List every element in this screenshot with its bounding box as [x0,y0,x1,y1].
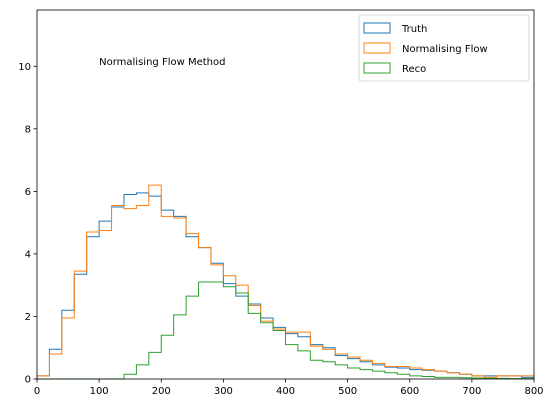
x-tick-label: 0 [34,386,40,397]
x-tick-label: 800 [524,386,543,397]
legend-box [358,14,530,82]
legend: Truth Normalising Flow Reco [358,14,530,82]
x-tick-label: 500 [338,386,357,397]
y-tick-label: 8 [25,124,31,135]
series-reco-step [37,281,535,380]
y-axis: 0 2 4 6 8 10 [18,62,37,386]
x-axis: 0 100 200 300 400 500 600 700 800 [34,379,544,397]
y-tick-label: 0 [25,375,31,386]
legend-label-truth: Truth [401,24,427,35]
y-tick-label: 6 [25,187,31,198]
chart-annotation: Normalising Flow Method [99,57,225,68]
y-tick-label: 2 [25,312,31,323]
legend-swatch-normalising-flow [363,42,391,54]
x-tick-label: 300 [214,386,233,397]
plot-series [36,184,535,380]
legend-label-normalising-flow: Normalising Flow [402,44,488,55]
y-tick-label: 10 [18,62,31,73]
x-tick-label: 400 [276,386,295,397]
x-tick-label: 600 [400,386,419,397]
y-tick-label: 4 [25,249,31,260]
x-tick-label: 100 [90,386,109,397]
legend-label-reco: Reco [402,64,426,75]
x-tick-label: 200 [152,386,171,397]
x-tick-label: 700 [462,386,481,397]
legend-swatch-truth [363,22,391,34]
series-normalising-flow-step [36,184,535,379]
legend-swatch-reco [363,62,391,74]
